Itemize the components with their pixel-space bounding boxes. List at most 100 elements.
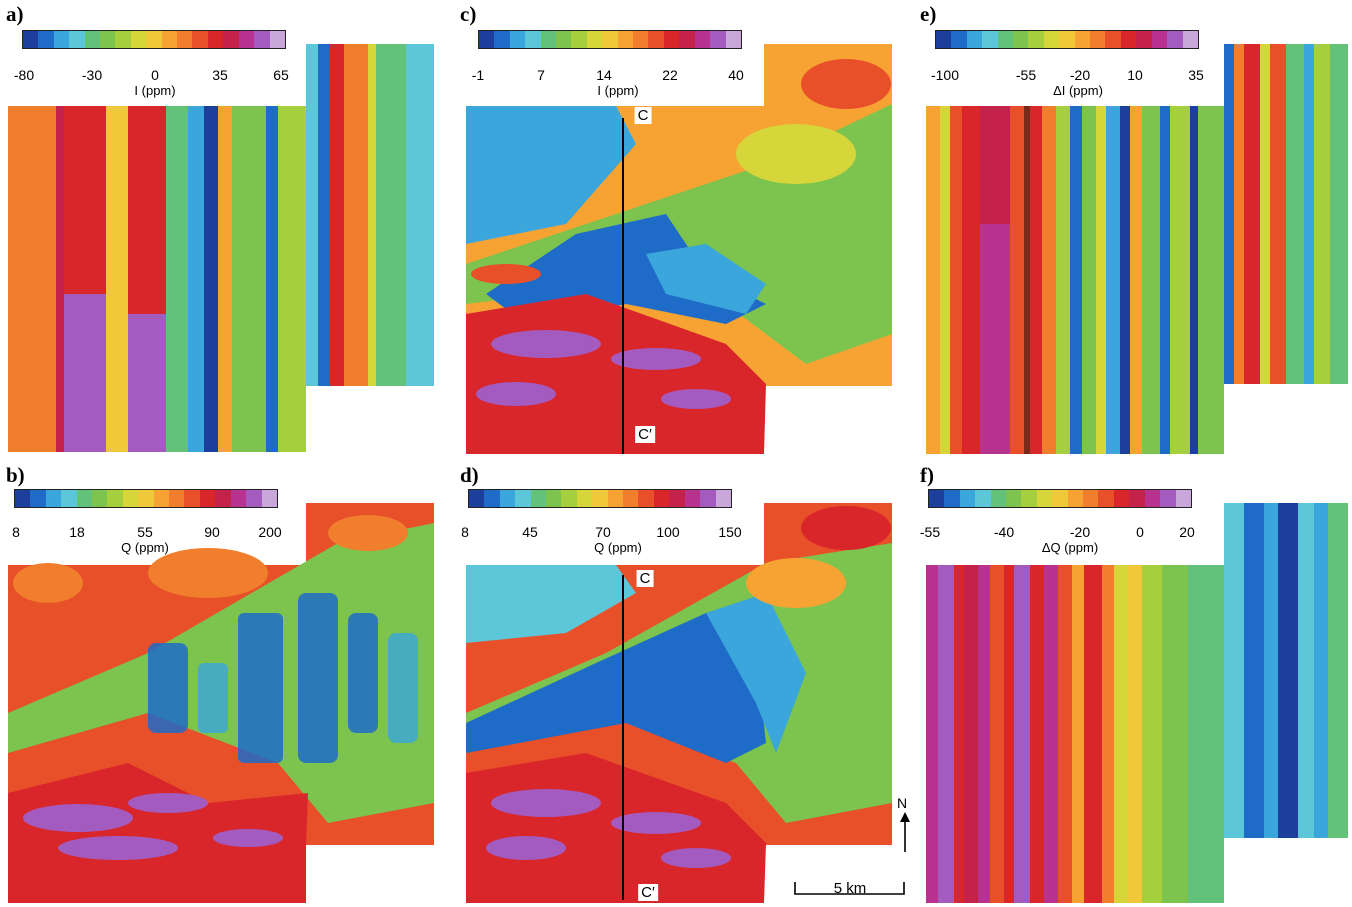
colorbar-tick: 45 xyxy=(522,524,538,540)
colorbar-swatch xyxy=(1175,490,1191,507)
colorbar xyxy=(928,489,1192,508)
colorbar-swatch xyxy=(936,31,952,48)
colorbar-swatch xyxy=(192,31,208,48)
colorbar-swatch xyxy=(84,31,101,48)
colorbar-swatch xyxy=(100,31,116,48)
colorbar-swatch xyxy=(161,31,178,48)
colorbar-swatch xyxy=(959,490,976,507)
colorbar-swatch xyxy=(1036,490,1053,507)
vertical-stripes xyxy=(926,503,1348,903)
colorbar-swatch xyxy=(238,31,255,48)
panel-label: d) xyxy=(460,463,479,487)
colorbar xyxy=(468,489,732,508)
colorbar-swatch xyxy=(45,490,62,507)
colorbar-swatch xyxy=(1160,490,1176,507)
colorbar-swatch xyxy=(997,31,1014,48)
colorbar-swatch xyxy=(710,31,726,48)
colorbar-swatch xyxy=(623,490,639,507)
colorbar-swatch xyxy=(130,31,147,48)
colorbar-swatch xyxy=(1129,490,1145,507)
colorbar-tick: 14 xyxy=(596,67,612,83)
colorbar-swatch xyxy=(30,490,46,507)
colorbar-tick: 8 xyxy=(12,524,20,540)
colorbar-swatch xyxy=(1144,490,1161,507)
section-label-bottom: C′ xyxy=(638,884,658,901)
colorbar-swatch xyxy=(648,31,664,48)
colorbar-tick: 40 xyxy=(728,67,744,83)
colorbar-tick: 0 xyxy=(1136,524,1144,540)
colorbar-tick: 8 xyxy=(461,524,469,540)
colorbar-tick: 7 xyxy=(537,67,545,83)
colorbar-swatch xyxy=(115,31,131,48)
colorbar-swatch xyxy=(679,31,695,48)
colorbar-swatch xyxy=(1028,31,1044,48)
colorbar-swatch xyxy=(1105,31,1121,48)
colorbar-tick: -40 xyxy=(993,524,1015,540)
colorbar xyxy=(22,30,286,49)
colorbar-swatch xyxy=(1090,31,1106,48)
colorbar-swatch xyxy=(638,490,654,507)
colorbar-swatch xyxy=(1067,490,1084,507)
colorbar-swatch xyxy=(561,490,577,507)
colorbar-swatch xyxy=(929,490,945,507)
section-label-top: C xyxy=(634,107,652,124)
vertical-stripes xyxy=(8,44,434,452)
colorbar-tick: 0 xyxy=(151,67,159,83)
north-label: N xyxy=(897,795,908,811)
colorbar-swatch xyxy=(23,31,39,48)
colorbar-swatch xyxy=(694,31,711,48)
section-line xyxy=(622,118,624,454)
colorbar-tick: -1 xyxy=(471,67,485,83)
panel-label: b) xyxy=(6,463,25,487)
colorbar-swatch xyxy=(479,31,495,48)
colorbar-swatch xyxy=(515,490,531,507)
colorbar-tick: -100 xyxy=(930,67,960,83)
colorbar-swatch xyxy=(1098,490,1114,507)
colorbar-swatch xyxy=(525,31,541,48)
colorbar-swatch xyxy=(246,490,262,507)
colorbar-swatch xyxy=(540,31,557,48)
colorbar-swatch xyxy=(138,490,154,507)
colorbar-tick: 10 xyxy=(1127,67,1143,83)
colorbar-swatch xyxy=(944,490,960,507)
colorbar-swatch xyxy=(592,490,608,507)
colorbar-swatch xyxy=(1113,490,1130,507)
map-image xyxy=(466,503,892,903)
map-image xyxy=(926,503,1348,903)
colorbar-swatch xyxy=(484,490,500,507)
colorbar-swatch xyxy=(982,31,998,48)
colorbar-swatch xyxy=(469,490,485,507)
colorbar-tick: 22 xyxy=(662,67,678,83)
colorbar-swatch xyxy=(669,490,685,507)
colorbar-swatch xyxy=(76,490,93,507)
panel-label: e) xyxy=(920,2,937,26)
colorbar-swatch xyxy=(576,490,593,507)
colorbar-swatch xyxy=(951,31,967,48)
colorbar-swatch xyxy=(1167,31,1183,48)
colorbar-swatch xyxy=(153,490,170,507)
map-image xyxy=(466,44,892,454)
colorbar-swatch xyxy=(607,490,624,507)
map-image xyxy=(8,503,434,903)
colorbar-tick: 100 xyxy=(656,524,680,540)
colorbar-tick: 200 xyxy=(258,524,282,540)
colorbar-swatch xyxy=(633,31,649,48)
colorbar-swatch xyxy=(1151,31,1168,48)
scale-label: 5 km xyxy=(833,880,867,897)
section-line xyxy=(622,575,624,900)
colorbar-swatch xyxy=(1006,490,1022,507)
colorbar-unit: ΔQ (ppm) xyxy=(1041,540,1099,555)
colorbar-swatch xyxy=(509,31,526,48)
colorbar xyxy=(478,30,742,49)
colorbar xyxy=(14,489,278,508)
colorbar-swatch xyxy=(1120,31,1137,48)
colorbar-tick: 20 xyxy=(1179,524,1195,540)
colorbar-swatch xyxy=(494,31,510,48)
colorbar-swatch xyxy=(92,490,108,507)
colorbar-tick: 35 xyxy=(1188,67,1204,83)
colorbar-swatch xyxy=(663,31,680,48)
colorbar-tick: 18 xyxy=(69,524,85,540)
colorbar-swatch xyxy=(546,490,562,507)
colorbar-swatch xyxy=(1136,31,1152,48)
colorbar-swatch xyxy=(653,490,670,507)
